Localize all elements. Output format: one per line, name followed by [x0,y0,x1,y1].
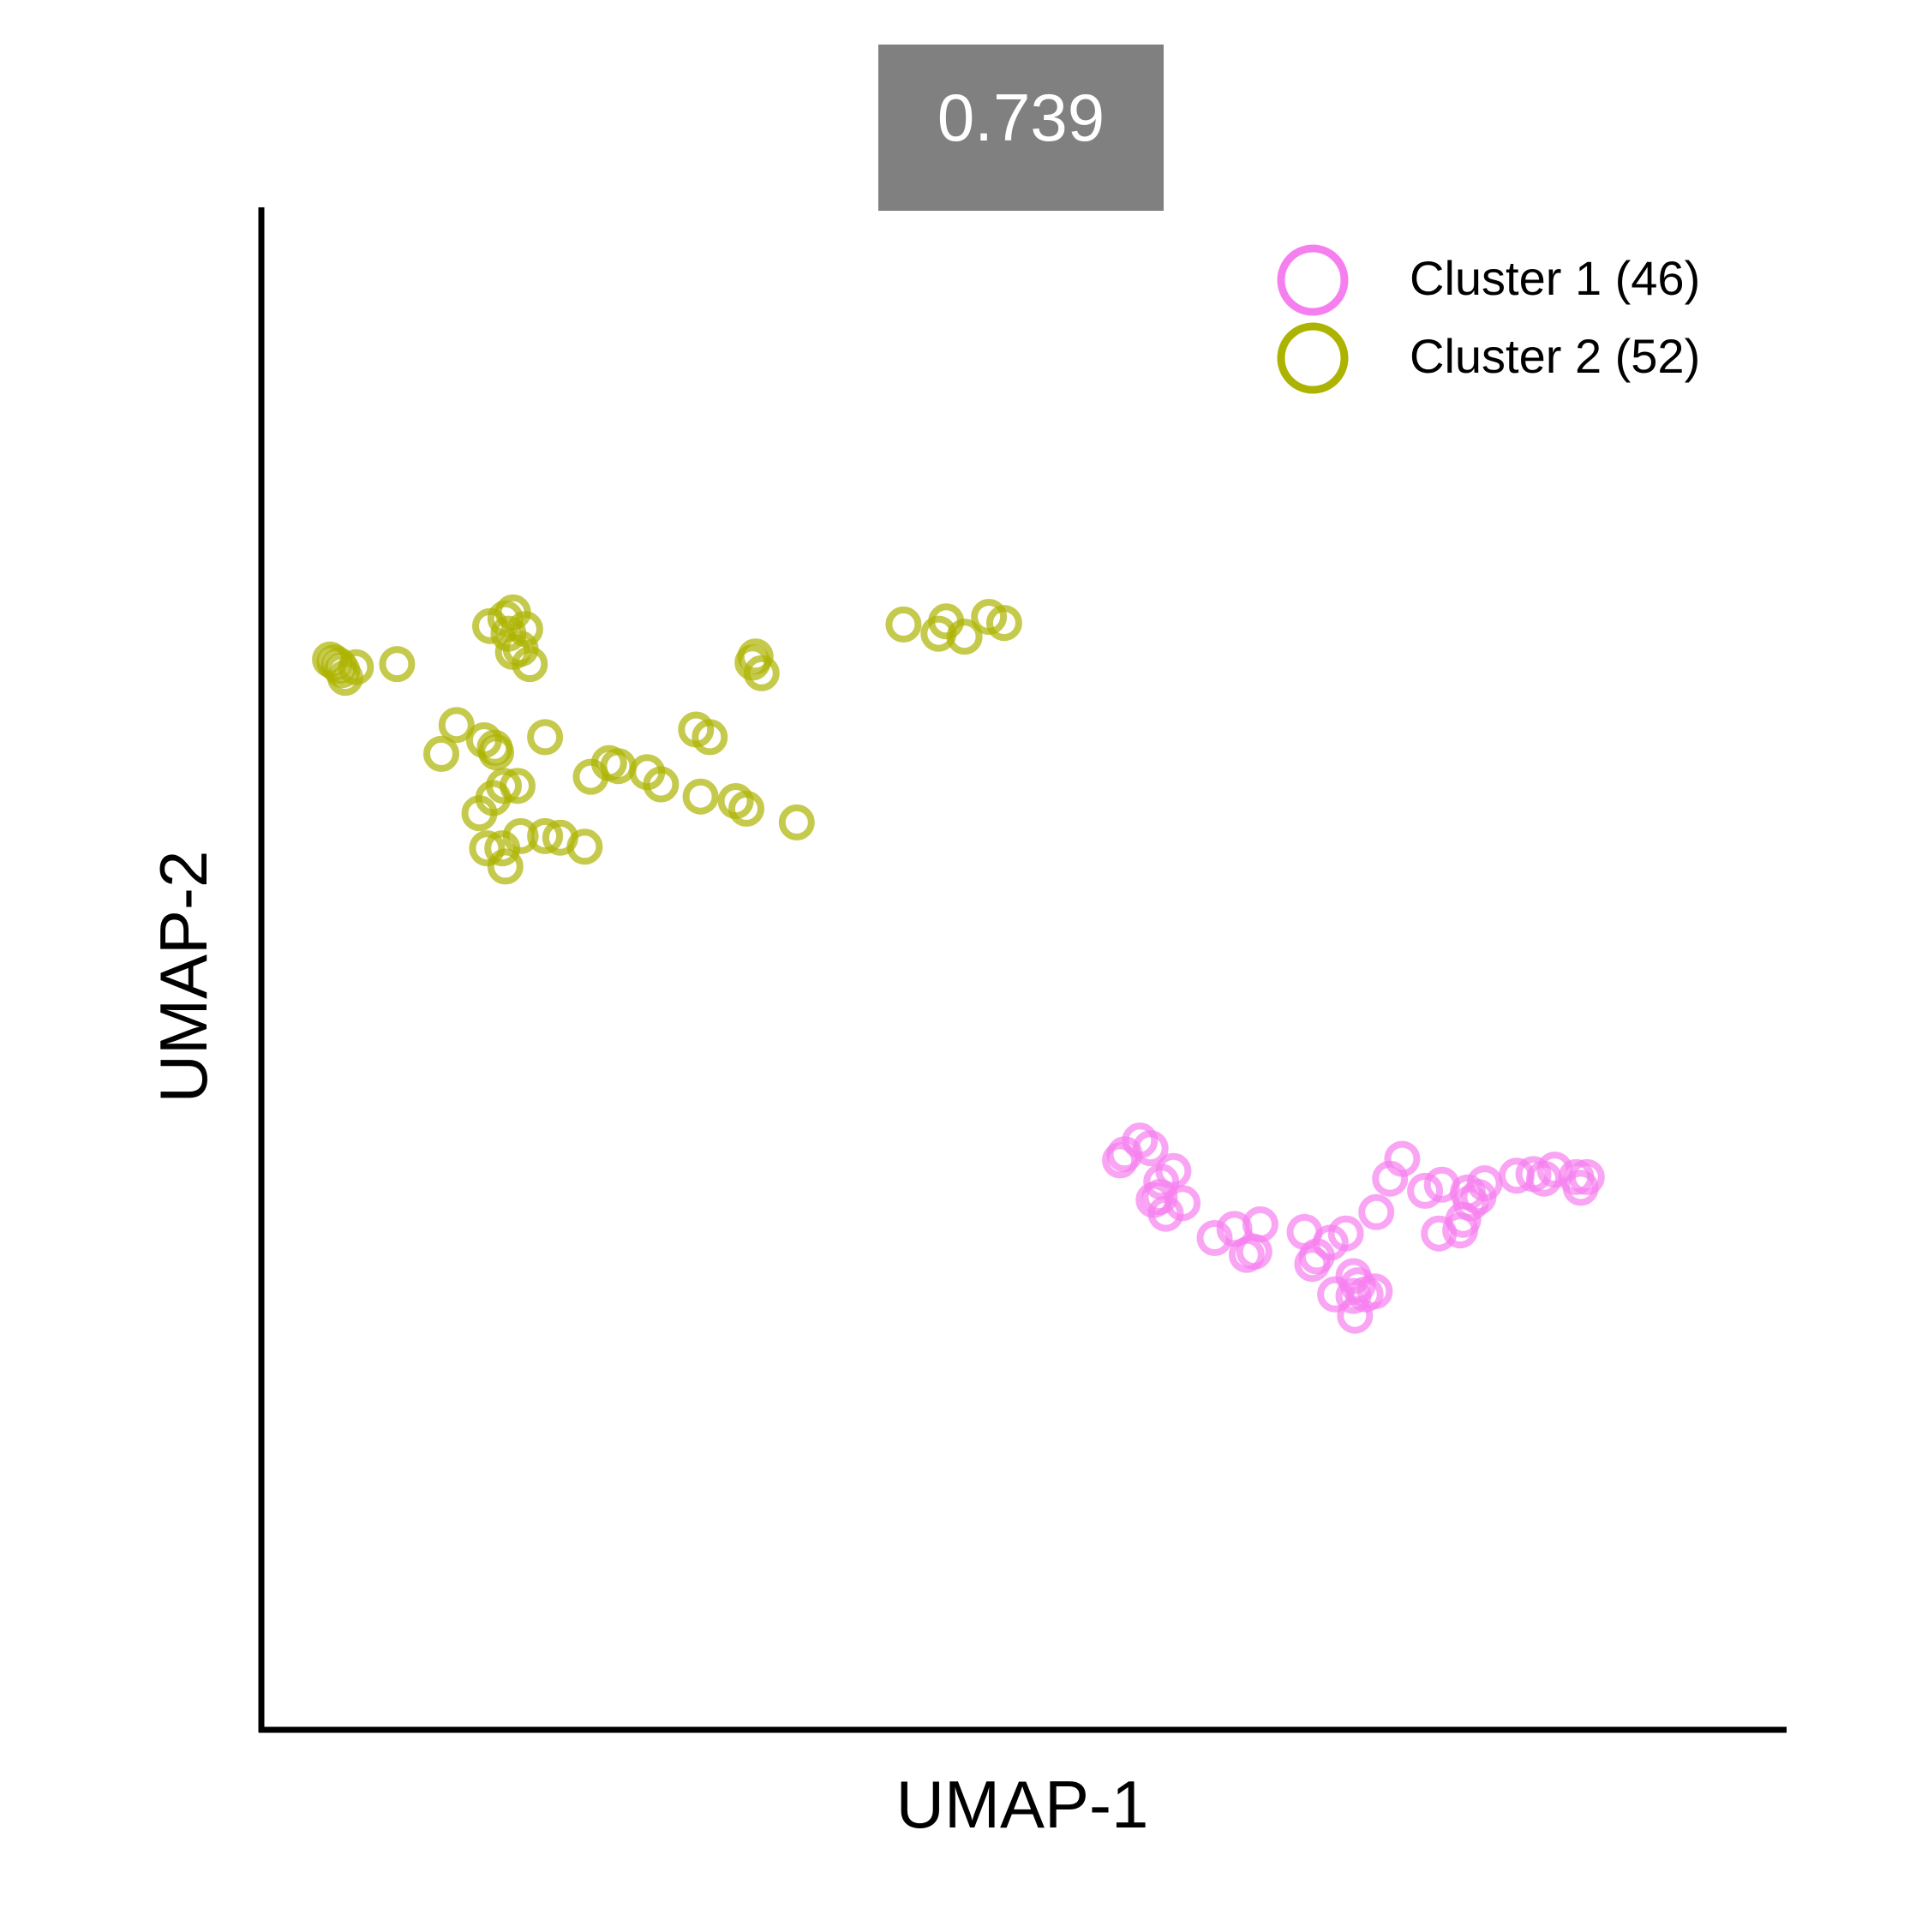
cluster-2-point [737,638,774,675]
cluster-1-point [1106,1136,1143,1173]
cluster-1-point [1327,1215,1364,1252]
cluster-2-point [338,649,374,685]
cluster-2-point [438,707,475,744]
cluster-2-point [778,804,815,840]
cluster-2-point [469,830,506,867]
cluster-2-point [423,735,459,772]
cluster-2-point [885,606,922,643]
cluster-2-point [682,778,719,815]
cluster-1-point [1196,1220,1233,1256]
cluster-1-point [1466,1165,1503,1202]
cluster-2-point [487,848,524,885]
cluster-2-point [379,646,416,683]
legend-marker-cluster-1 [1277,244,1349,316]
cluster-2-point [743,655,780,691]
cluster-2-point [692,719,728,756]
cluster-2-point [512,646,548,683]
cluster-1-point [1298,1238,1335,1275]
points-layer [312,594,1605,1334]
cluster-2-point [643,766,680,803]
cluster-1-point [1407,1172,1444,1209]
cluster-1-point [1147,1195,1184,1232]
legend: Cluster 1 (46) Cluster 2 (52) [1277,244,1700,394]
cluster-1-point [1358,1193,1395,1230]
cluster-2-point [566,828,603,865]
cluster-2-point [461,795,498,832]
cluster-2-point [985,605,1022,642]
cluster-2-point [527,719,564,756]
cluster-2-point [500,768,536,805]
cluster-1-point [1536,1151,1573,1188]
cluster-2-point [728,790,764,827]
cluster-1-point [1337,1297,1374,1334]
cluster-1-point [1568,1158,1605,1195]
y-axis-label: UMAP-2 [146,851,221,1104]
cluster-2-point [527,817,564,854]
cluster-1-point [1384,1140,1421,1177]
cluster-2-point [946,619,983,655]
x-axis-label: UMAP-1 [896,1767,1149,1842]
cluster-2-point [478,734,515,771]
legend-label-cluster-1: Cluster 1 (46) [1410,251,1700,305]
legend-marker-cluster-2 [1277,322,1349,394]
cluster-1-point [1356,1273,1393,1310]
chart-title: 0.739 [937,80,1105,155]
title-box [878,45,1164,211]
cluster-1-point [1236,1234,1272,1270]
legend-label-cluster-2: Cluster 2 (52) [1410,329,1700,383]
cluster-2-point [502,817,539,854]
